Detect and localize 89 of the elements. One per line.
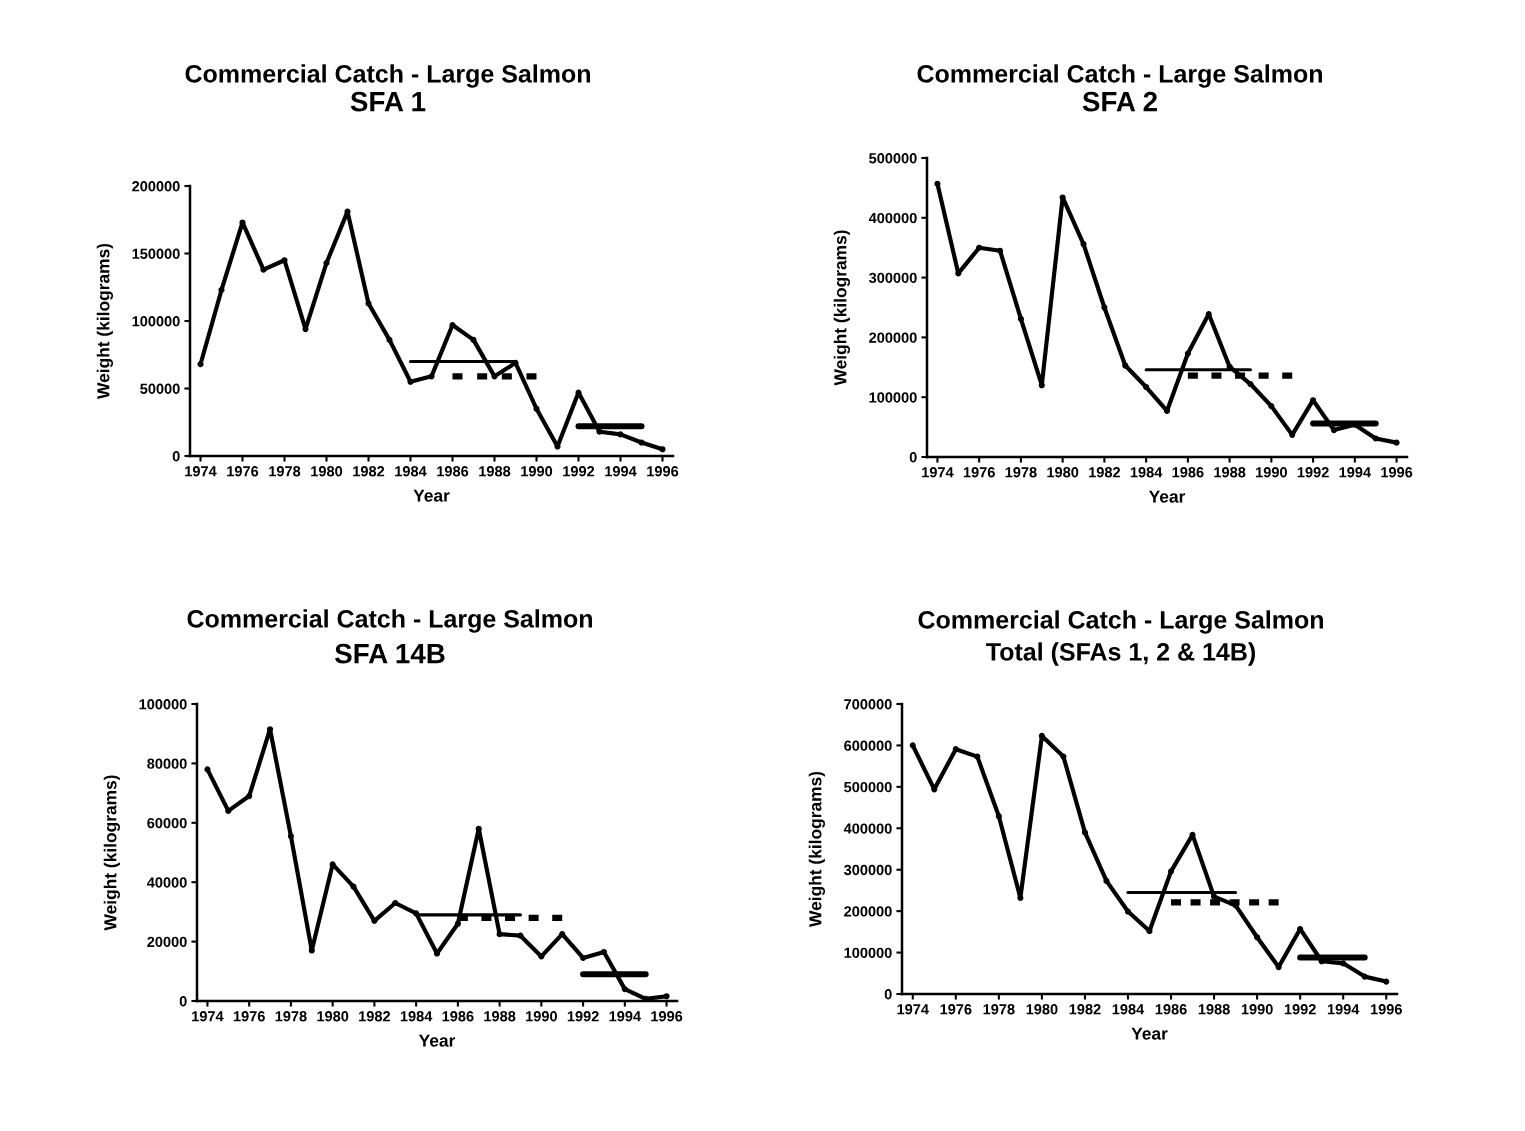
x-tick-label: 1992 <box>1284 1004 1316 1015</box>
y-tick-label: 100000 <box>139 699 187 710</box>
x-tick-label: 1992 <box>1297 467 1329 478</box>
y-tick-label: 20000 <box>147 936 187 948</box>
y-axis-title: Weight (kilograms) <box>96 243 113 399</box>
x-tick-label: 1978 <box>275 1011 307 1022</box>
x-tick-label: 1980 <box>1026 1004 1058 1015</box>
x-tick-label: 1978 <box>269 466 301 477</box>
y-tick-label: 150000 <box>132 248 180 259</box>
y-tick-label: 80000 <box>147 758 187 769</box>
x-tick-label: 1986 <box>437 466 469 477</box>
y-tick-label: 60000 <box>147 817 187 829</box>
x-tick-label: 1974 <box>185 466 217 477</box>
x-tick-label: 1988 <box>484 1011 516 1022</box>
chart-title: Commercial Catch - Large Salmon <box>918 610 1323 634</box>
x-tick-label: 1988 <box>1214 467 1246 478</box>
chart-subtitle: SFA 2 <box>1082 91 1157 112</box>
x-tick-label: 1992 <box>563 466 595 477</box>
x-tick-label: 1990 <box>1241 1004 1273 1015</box>
x-tick-label: 1978 <box>1005 467 1037 478</box>
y-tick-label: 400000 <box>843 823 892 834</box>
x-tick-label: 1984 <box>1130 467 1163 478</box>
x-tick-label: 1982 <box>359 1011 391 1022</box>
y-axis-title: Weight (kilograms) <box>103 775 120 931</box>
y-tick-label: 0 <box>909 452 917 463</box>
x-tick-label: 1986 <box>442 1011 474 1022</box>
y-tick-label: 40000 <box>146 877 187 888</box>
x-tick-label: 1994 <box>609 1011 641 1022</box>
y-tick-label: 0 <box>172 451 180 462</box>
y-tick-label: 300000 <box>868 272 917 284</box>
x-tick-label: 1982 <box>353 466 385 477</box>
x-tick-label: 1996 <box>1381 467 1413 478</box>
chart-title: Commercial Catch - Large Salmon <box>185 64 590 88</box>
y-tick-label: 500000 <box>844 781 892 793</box>
x-tick-label: 1986 <box>1172 467 1204 478</box>
x-tick-label: 1990 <box>1256 467 1287 478</box>
chart-title: Commercial Catch - Large Salmon <box>917 64 1322 88</box>
y-tick-label: 300000 <box>843 864 892 876</box>
chart-subtitle: Total (SFAs 1, 2 & 14B) <box>986 642 1255 666</box>
x-axis-title: Year <box>418 1034 456 1047</box>
y-tick-label: 100000 <box>844 947 892 958</box>
x-tick-label: 1976 <box>963 467 995 478</box>
y-tick-label: 50000 <box>140 383 180 394</box>
x-tick-label: 1980 <box>317 1011 349 1022</box>
chart-title: Commercial Catch - Large Salmon <box>187 609 592 633</box>
x-tick-label: 1996 <box>1370 1004 1402 1015</box>
y-tick-label: 600000 <box>844 740 892 751</box>
chart-subtitle: SFA 1 <box>350 91 426 112</box>
x-tick-label: 1988 <box>1198 1004 1230 1015</box>
y-tick-label: 400000 <box>868 212 917 224</box>
x-tick-label: 1992 <box>567 1011 599 1022</box>
y-tick-label: 100000 <box>132 316 180 327</box>
x-axis-title: Year <box>1148 490 1186 503</box>
y-tick-label: 500000 <box>869 153 917 164</box>
x-tick-label: 1994 <box>605 466 637 477</box>
x-tick-label: 1990 <box>521 466 553 477</box>
x-axis-title: Year <box>413 489 450 502</box>
x-tick-label: 1990 <box>526 1011 557 1022</box>
x-tick-label: 1980 <box>311 466 343 477</box>
x-tick-label: 1996 <box>647 466 679 477</box>
x-tick-label: 1976 <box>940 1004 972 1015</box>
x-tick-label: 1978 <box>983 1004 1015 1015</box>
x-tick-label: 1982 <box>1089 467 1121 478</box>
y-axis-title: Weight (kilograms) <box>808 771 825 927</box>
x-axis-title: Year <box>1131 1027 1168 1040</box>
x-tick-label: 1994 <box>1339 467 1371 478</box>
x-tick-label: 1996 <box>651 1011 683 1022</box>
x-tick-label: 1994 <box>1327 1004 1360 1015</box>
x-tick-label: 1988 <box>479 466 511 477</box>
x-tick-label: 1974 <box>922 467 954 478</box>
y-tick-label: 200000 <box>132 181 180 192</box>
x-tick-label: 1984 <box>1112 1004 1145 1015</box>
y-tick-label: 0 <box>884 989 892 1000</box>
x-tick-label: 1986 <box>1155 1004 1187 1015</box>
chart-subtitle: SFA 14B <box>334 643 445 664</box>
x-tick-label: 1984 <box>395 466 427 477</box>
y-tick-label: 700000 <box>844 699 892 710</box>
y-tick-label: 200000 <box>844 906 892 917</box>
x-tick-label: 1982 <box>1069 1004 1101 1015</box>
y-tick-label: 0 <box>179 996 187 1007</box>
x-tick-label: 1974 <box>192 1011 224 1022</box>
x-tick-label: 1984 <box>400 1011 433 1022</box>
y-tick-label: 100000 <box>869 392 917 403</box>
x-tick-label: 1974 <box>897 1004 929 1015</box>
y-tick-label: 200000 <box>869 332 917 343</box>
x-tick-label: 1976 <box>233 1011 265 1022</box>
x-tick-label: 1976 <box>227 466 259 477</box>
y-axis-title: Weight (kilograms) <box>833 230 850 386</box>
x-tick-label: 1980 <box>1047 467 1079 478</box>
